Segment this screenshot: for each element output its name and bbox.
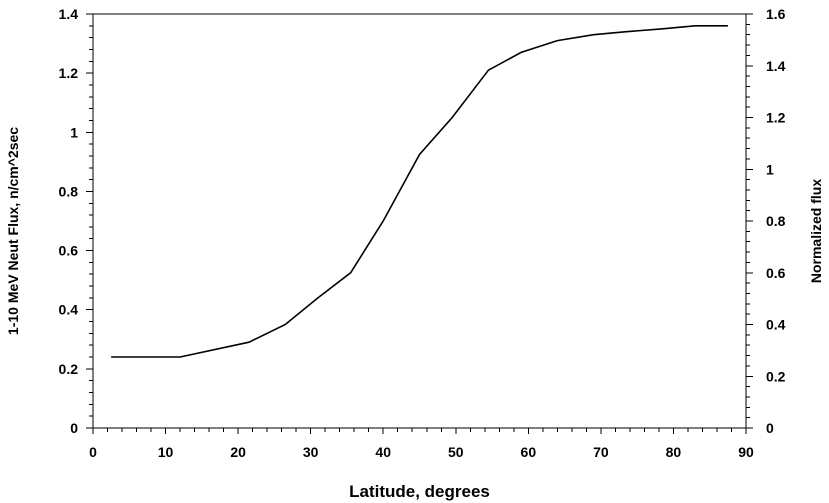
x-tick-label: 80 (666, 444, 682, 460)
y-axis-label: 1-10 MeV Neut Flux, n/cm^2sec (5, 127, 21, 335)
y2-tick-label: 1.4 (766, 58, 786, 74)
tick-labels: 0 10 20 30 40 50 60 70 80 9000.20.40.60.811.21.40… (59, 6, 786, 460)
y2-tick-label: 1.2 (766, 110, 786, 126)
x-tick-label: 30 (303, 444, 319, 460)
y-tick-label: 1.2 (59, 65, 79, 81)
x-tick-label: 40 (375, 444, 391, 460)
y2-tick-label: 0.8 (766, 213, 786, 229)
y2-tick-label: 0.4 (766, 317, 786, 333)
minor-ticks (89, 23, 750, 432)
y-tick-label: 1 (70, 124, 78, 140)
x-tick-label: 70 (593, 444, 609, 460)
major-ticks (86, 13, 753, 434)
flux-series-line (111, 24, 728, 358)
x-tick-label: 20 (230, 444, 246, 460)
y-tick-label: 0.2 (59, 361, 79, 377)
y2-tick-label: 0.6 (766, 265, 786, 281)
y-tick-label: 1.4 (59, 6, 79, 22)
plot-frame (92, 13, 747, 429)
series-layer (111, 24, 728, 358)
y-tick-label: 0.6 (59, 243, 79, 259)
x-tick-label: 0 (89, 444, 97, 460)
y2-tick-label: 0.2 (766, 368, 786, 384)
y-tick-label: 0.8 (59, 183, 79, 199)
y2-tick-label: 1 (766, 161, 774, 177)
x-tick-label: 10 (158, 444, 174, 460)
y2-tick-label: 0 (766, 420, 774, 436)
y2-axis-label: Normalized flux (808, 179, 824, 283)
y-tick-label: 0 (70, 420, 78, 436)
y2-tick-label: 1.6 (766, 6, 786, 22)
x-axis-label: Latitude, degrees (349, 482, 490, 501)
x-tick-label: 50 (448, 444, 464, 460)
x-tick-label: 60 (521, 444, 537, 460)
x-tick-label: 90 (738, 444, 754, 460)
y-tick-label: 0.4 (59, 302, 79, 318)
